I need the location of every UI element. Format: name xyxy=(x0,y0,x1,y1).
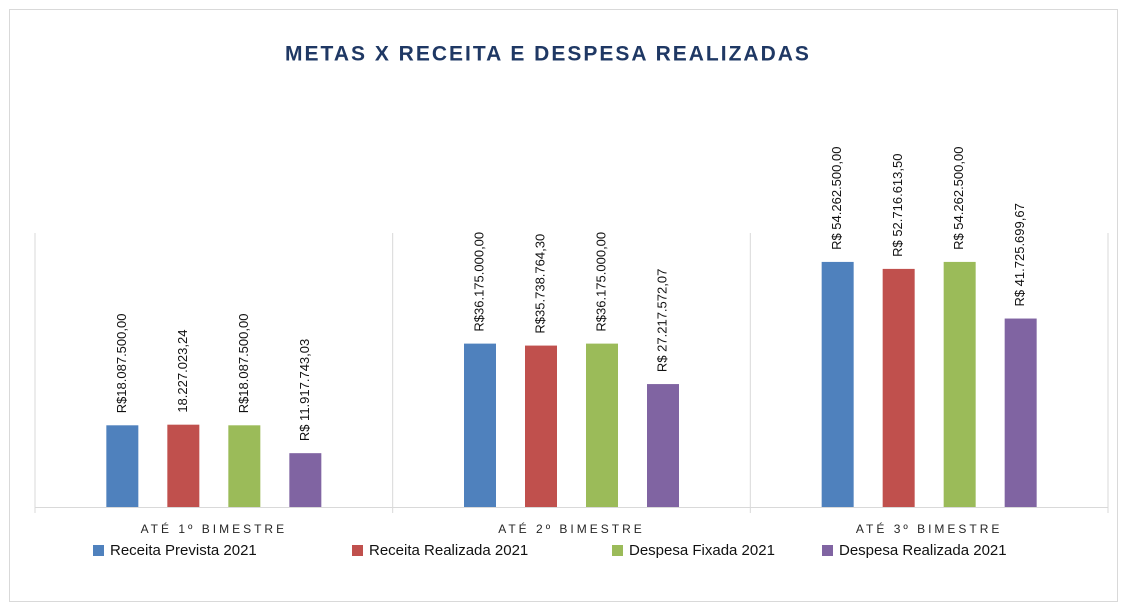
value-label: R$18.087.500,00 xyxy=(236,314,251,414)
bar xyxy=(289,453,322,507)
bar xyxy=(821,261,854,507)
legend-label: Despesa Fixada 2021 xyxy=(629,542,775,559)
bar xyxy=(943,261,976,507)
value-label: R$36.175.000,00 xyxy=(593,232,608,332)
bar xyxy=(167,424,200,507)
legend-swatch xyxy=(93,545,104,556)
bar xyxy=(464,343,496,507)
bar xyxy=(882,268,915,507)
value-label: R$ 41.725.699,67 xyxy=(1012,203,1027,306)
legend-swatch xyxy=(352,545,363,556)
legend-swatch xyxy=(822,545,833,556)
bar xyxy=(647,384,679,507)
bar xyxy=(228,425,261,507)
bar xyxy=(1004,318,1037,507)
legend-label: Receita Prevista 2021 xyxy=(110,542,257,559)
value-label: R$ 54.262.500,00 xyxy=(829,147,844,250)
value-label: R$18.087.500,00 xyxy=(114,314,129,414)
bar xyxy=(525,345,557,507)
bar xyxy=(586,343,618,507)
x-tick-label: ATÉ 2º BIMESTRE xyxy=(498,521,645,536)
value-label: R$ 27.217.572,07 xyxy=(654,269,669,372)
value-label: 18.227.023,24 xyxy=(175,330,190,413)
legend-label: Receita Realizada 2021 xyxy=(369,542,528,559)
value-label: R$ 52.716.613,50 xyxy=(890,154,905,257)
value-label: R$ 11.917.743,03 xyxy=(297,339,312,441)
value-label: R$ 54.262.500,00 xyxy=(951,147,966,250)
chart-title: METAS X RECEITA E DESPESA REALIZADAS xyxy=(285,43,811,66)
x-tick-label: ATÉ 3º BIMESTRE xyxy=(856,521,1003,536)
legend-label: Despesa Realizada 2021 xyxy=(839,542,1007,559)
bar xyxy=(106,425,139,507)
value-label: R$35.738.764,30 xyxy=(532,234,547,334)
x-tick-label: ATÉ 1º BIMESTRE xyxy=(141,521,288,536)
legend-swatch xyxy=(612,545,623,556)
value-label: R$36.175.000,00 xyxy=(471,232,486,332)
